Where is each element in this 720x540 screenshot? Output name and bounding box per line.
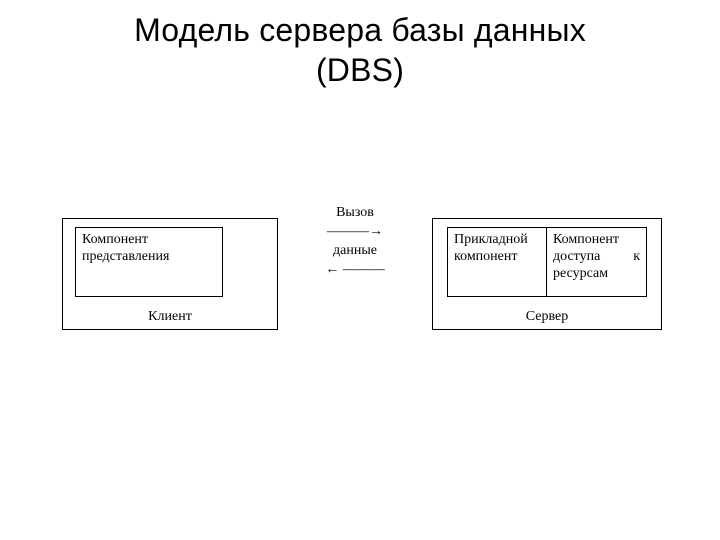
server-res-line3: ресурсам: [553, 266, 640, 283]
arrow-right: ———→: [290, 223, 420, 242]
client-component-box: Компонент представления: [75, 227, 223, 297]
call-label: Вызов: [290, 204, 420, 223]
title-line-2: (DBS): [316, 52, 404, 88]
server-res-line2-left: доступа: [553, 249, 600, 266]
client-box: Компонент представления Клиент: [62, 218, 278, 330]
arrow-left: ← ———: [290, 261, 420, 280]
server-app-component: Прикладной компонент: [448, 228, 547, 296]
title-line-1: Модель сервера базы данных: [134, 12, 586, 48]
server-resource-component: Компонент доступа к ресурсам: [547, 228, 646, 296]
server-res-line1: Компонент: [553, 232, 640, 249]
server-app-line2: компонент: [454, 249, 518, 264]
server-box: Прикладной компонент Компонент доступа к…: [432, 218, 662, 330]
slide: Модель сервера базы данных (DBS) Компоне…: [0, 0, 720, 540]
data-label: данные: [290, 242, 420, 261]
server-caption: Сервер: [433, 309, 661, 325]
slide-title: Модель сервера базы данных (DBS): [0, 10, 720, 90]
client-component-line1: Компонент: [82, 232, 148, 247]
client-caption: Клиент: [63, 309, 277, 325]
server-res-line2-right: к: [633, 249, 640, 266]
server-components: Прикладной компонент Компонент доступа к…: [447, 227, 647, 297]
connection-labels: Вызов ———→ данные ← ———: [290, 204, 420, 280]
server-app-line1: Прикладной: [454, 232, 528, 247]
client-component-line2: представления: [82, 249, 169, 264]
